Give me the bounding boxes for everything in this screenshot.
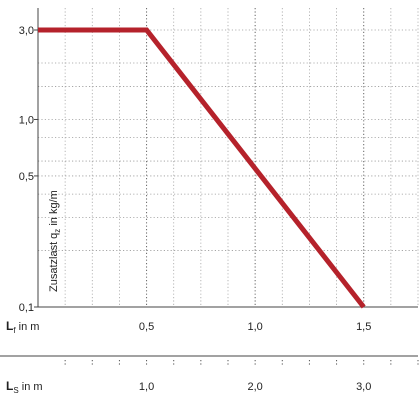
y-tick-label: 1,0 xyxy=(19,114,34,126)
y-tick-label: 3,0 xyxy=(19,25,34,37)
x-tick-label: 1,0 xyxy=(247,321,262,333)
y-tick-label: 0,1 xyxy=(19,302,34,314)
secondary-x-axis-label: LS in m xyxy=(6,379,43,395)
grid xyxy=(38,8,419,307)
secondary-x-tick-label: 2,0 xyxy=(247,381,262,393)
secondary-x-tick-label: 3,0 xyxy=(356,381,371,393)
series-layer xyxy=(38,27,366,309)
x-tick-label: 1,5 xyxy=(356,321,371,333)
x-tick-label: 0,5 xyxy=(139,321,154,333)
y-axis-label: Zusatzlast qz in kg/m xyxy=(48,190,62,292)
secondary-x-tick-label: 1,0 xyxy=(139,381,154,393)
x-axis-label: Lf in m xyxy=(6,319,39,335)
labels: 3,0 1,0 0,5 0,1 0,5 1,0 1,5 1,0 2,0 3,0 Lf in m LS … xyxy=(6,25,371,395)
y-tick-label: 0,5 xyxy=(19,171,34,183)
series-line xyxy=(38,27,366,309)
axes xyxy=(0,8,419,366)
